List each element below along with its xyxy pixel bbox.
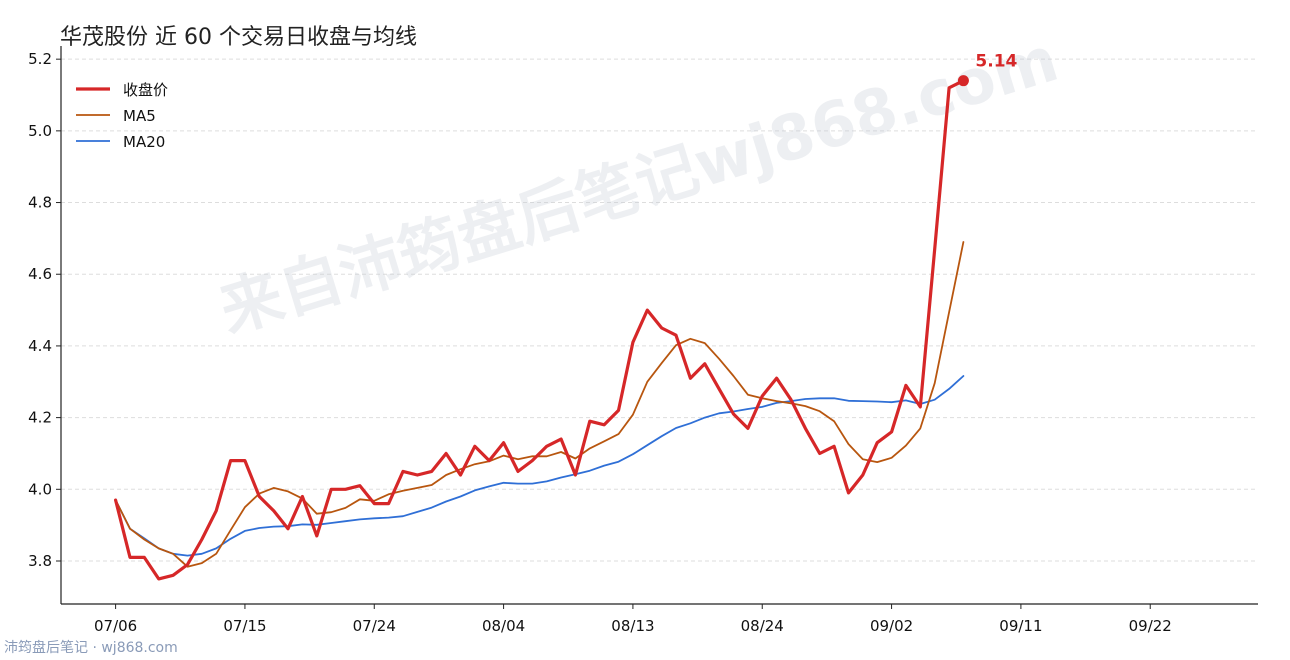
- x-tick-label: 08/04: [482, 617, 525, 635]
- y-tick-label: 5.2: [28, 50, 52, 68]
- footer-credit: 沛筠盘后笔记 · wj868.com: [4, 640, 178, 656]
- end-point: [957, 75, 969, 87]
- legend-label-close: 收盘价: [123, 81, 168, 99]
- legend: 收盘价 MA5 MA20: [76, 81, 168, 151]
- x-tick-label: 09/22: [1129, 617, 1172, 635]
- y-tick-label: 4.2: [28, 409, 52, 427]
- axes: 3.8 4.0 4.2 4.4 4.6 4.8 5.0 5.2 07/06 07/15 07/24 0…: [28, 46, 1258, 635]
- series-line-close: [114, 79, 965, 581]
- series-line-ma20: [114, 375, 965, 557]
- x-tick-label: 08/13: [611, 617, 654, 635]
- y-tick-label: 4.6: [28, 265, 52, 283]
- x-tick-label: 09/11: [999, 617, 1042, 635]
- x-tick-label: 07/24: [353, 617, 396, 635]
- series-line-ma5: [114, 241, 965, 568]
- end-marker: 5.14: [957, 52, 1018, 87]
- y-tick-label: 4.4: [28, 337, 52, 355]
- y-tick-label: 4.0: [28, 480, 52, 498]
- y-tick-label: 3.8: [28, 552, 52, 570]
- watermark: 来自沛筠盘后笔记wj868.com: [211, 22, 1066, 347]
- end-value-label: 5.14: [975, 52, 1017, 72]
- legend-label-ma20: MA20: [123, 133, 165, 151]
- x-tick-label: 09/02: [870, 617, 913, 635]
- x-tick-label: 07/06: [94, 617, 137, 635]
- grid: [61, 58, 1258, 562]
- legend-label-ma5: MA5: [123, 107, 156, 125]
- y-tick-label: 4.8: [28, 194, 52, 212]
- series-layer: [114, 79, 965, 581]
- watermark-text: 来自沛筠盘后笔记wj868.com: [211, 22, 1066, 347]
- x-tick-label: 08/24: [741, 617, 784, 635]
- y-tick-label: 5.0: [28, 122, 52, 140]
- x-tick-label: 07/15: [223, 617, 266, 635]
- chart-title: 华茂股份 近 60 个交易日收盘与均线: [60, 25, 417, 50]
